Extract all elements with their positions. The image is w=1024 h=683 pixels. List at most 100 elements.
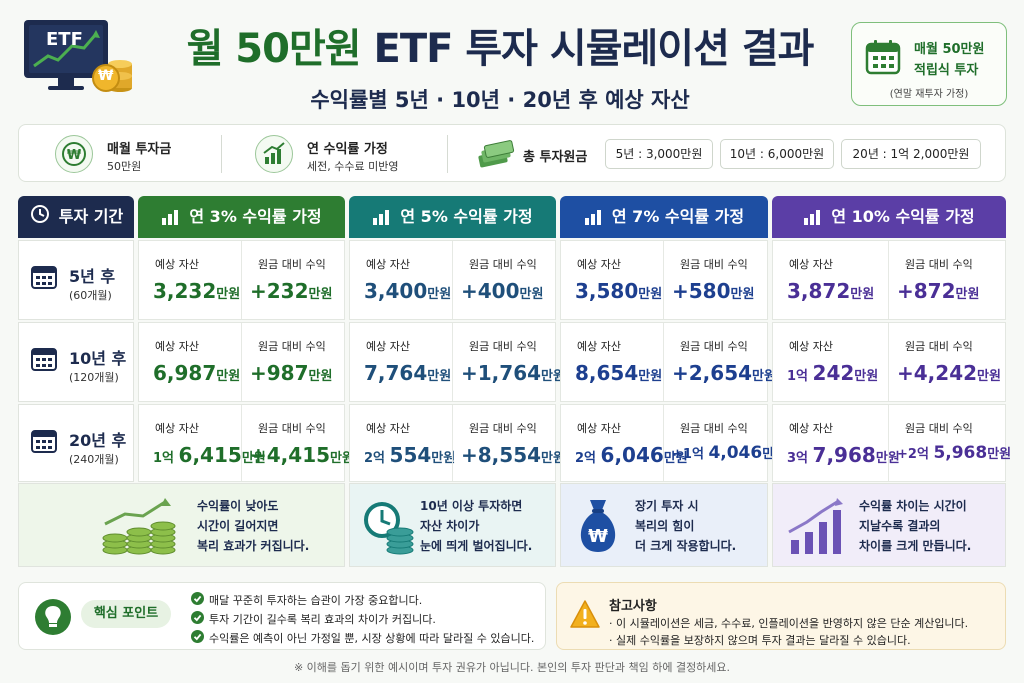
value-number: 3,872 bbox=[787, 279, 851, 303]
asset-block: 예상 자산 3억 7,968만원 bbox=[773, 405, 900, 481]
principal-10y: 10년 : 6,000만원 bbox=[720, 139, 834, 169]
clock-coins-icon bbox=[358, 496, 418, 560]
result-cell: 예상 자산 3,400만원 원금 대비 수익 +400만원 bbox=[349, 240, 556, 320]
value-number: 6,415 bbox=[178, 443, 242, 467]
disclaimer-footer: ※ 이해를 돕기 위한 예시이며 투자 권유가 아닙니다. 본인의 투자 판단과… bbox=[293, 661, 731, 674]
asset-block: 예상 자산 3,872만원 bbox=[773, 241, 888, 319]
value-prefix: +1억 bbox=[672, 447, 709, 462]
gain-block: 원금 대비 수익 +580만원 bbox=[663, 241, 767, 319]
result-cell: 예상 자산 2억 554만원 원금 대비 수익 +8,554만원 bbox=[349, 404, 565, 482]
value-number: 7,764 bbox=[364, 361, 428, 385]
insight-line: 장기 투자 시 bbox=[635, 499, 699, 513]
row-label-5y: 5년 후 (60개월) bbox=[18, 240, 134, 320]
value-prefix: 1억 bbox=[787, 369, 813, 384]
value-unit: 만원 bbox=[431, 451, 456, 466]
gain-value: +4,415만원 bbox=[250, 443, 354, 467]
gain-value: +1,764만원 bbox=[461, 361, 565, 385]
check-icon bbox=[191, 630, 204, 646]
monitor-label: ETF bbox=[46, 29, 83, 50]
insight-card-2: 10년 이상 투자하면 자산 차이가 눈에 띄게 벌어집니다. bbox=[349, 483, 556, 567]
asset-caption: 예상 자산 bbox=[155, 422, 199, 435]
gain-block: 원금 대비 수익 +2억 5,968만원 bbox=[888, 405, 1011, 481]
expected-asset-value: 3,580만원 bbox=[575, 279, 662, 303]
value-number: 3,232 bbox=[153, 279, 217, 303]
gain-caption: 원금 대비 수익 bbox=[469, 340, 537, 353]
plan-line-2: 적립식 투자 bbox=[914, 63, 979, 78]
gain-block: 원금 대비 수익 +4,415만원 bbox=[241, 405, 354, 481]
value-number: 3,400 bbox=[364, 279, 428, 303]
row-label-20y: 20년 후 (240개월) bbox=[18, 404, 134, 482]
column-header-3: 연 3% 수익률 가정 bbox=[138, 196, 345, 238]
insight-line: 복리의 힘이 bbox=[635, 519, 695, 533]
asset-block: 예상 자산 7,764만원 bbox=[350, 323, 452, 401]
monthly-label: 매월 투자금 bbox=[107, 142, 172, 157]
value-unit: 만원 bbox=[541, 369, 565, 384]
result-cell: 예상 자산 3억 7,968만원 원금 대비 수익 +2억 5,968만원 bbox=[772, 404, 1011, 482]
rate-value: 세전, 수수료 미반영 bbox=[307, 160, 399, 173]
gain-caption: 원금 대비 수익 bbox=[905, 340, 973, 353]
won-coin-symbol: ₩ bbox=[98, 68, 114, 84]
money-bag-icon: ₩ bbox=[573, 496, 623, 560]
result-cell: 예상 자산 7,764만원 원금 대비 수익 +1,764만원 bbox=[349, 322, 565, 402]
column-header-label: 연 3% 수익률 가정 bbox=[189, 207, 322, 226]
key-point-text: 투자 기간이 길수록 복리 효과의 차이가 커집니다. bbox=[209, 613, 436, 626]
value-number: 6,987 bbox=[153, 361, 217, 385]
title-rest: ETF 투자 시뮬레이션 결과 bbox=[360, 26, 815, 72]
asset-block: 예상 자산 3,580만원 bbox=[561, 241, 663, 319]
plan-summary-box: 매월 50만원 적립식 투자 (연말 재투자 가정) bbox=[851, 22, 1007, 106]
value-unit: 만원 bbox=[730, 287, 755, 302]
insight-line: 자산 차이가 bbox=[420, 519, 480, 533]
insight-line: 수익률 차이는 시간이 bbox=[859, 499, 967, 513]
page-title: 월 50만원 ETF 투자 시뮬레이션 결과 bbox=[150, 16, 850, 74]
expected-asset-value: 8,654만원 bbox=[575, 361, 662, 385]
expected-asset-value: 1억 242만원 bbox=[787, 361, 878, 385]
value-unit: 만원 bbox=[987, 447, 1012, 462]
value-number: +580 bbox=[672, 279, 731, 303]
bar-chart-icon bbox=[584, 199, 604, 241]
value-unit: 만원 bbox=[638, 287, 663, 302]
gain-caption: 원금 대비 수익 bbox=[469, 422, 537, 435]
column-header-label: 연 10% 수익률 가정 bbox=[831, 207, 975, 226]
value-number: +232 bbox=[250, 279, 309, 303]
calendar-icon bbox=[31, 263, 57, 293]
check-icon bbox=[191, 592, 204, 608]
insight-line: 눈에 띄게 벌어집니다. bbox=[420, 539, 533, 553]
growth-chart-icon bbox=[787, 498, 847, 560]
row-months: (240개월) bbox=[69, 453, 119, 466]
gain-value: +872만원 bbox=[897, 279, 979, 303]
gain-block: 원금 대비 수익+1억 4,046만원 bbox=[663, 405, 786, 481]
value-unit: 만원 bbox=[663, 451, 688, 466]
value-unit: 만원 bbox=[854, 369, 879, 384]
row-year: 20년 후 bbox=[69, 431, 127, 450]
row-months: (120개월) bbox=[69, 371, 119, 384]
insight-line: 10년 이상 투자하면 bbox=[420, 499, 523, 513]
expected-asset-value: 3,872만원 bbox=[787, 279, 874, 303]
value-prefix: +2억 bbox=[897, 447, 934, 462]
value-unit: 만원 bbox=[875, 451, 900, 466]
column-header-label: 연 7% 수익률 가정 bbox=[611, 207, 745, 226]
insight-line: 복리 효과가 커집니다. bbox=[197, 539, 310, 553]
result-cell: 예상 자산 3,872만원 원금 대비 수익 +872만원 bbox=[772, 240, 1006, 320]
value-number: +987 bbox=[250, 361, 309, 385]
plan-line-1: 매월 50만원 bbox=[914, 42, 985, 57]
result-cell: 예상 자산 1억 6,415만원 원금 대비 수익 +4,415만원 bbox=[138, 404, 354, 482]
gain-block: 원금 대비 수익 +232만원 bbox=[241, 241, 344, 319]
note-line: · 이 시뮬레이션은 세금, 수수료, 인플레이션을 반영하지 않은 단순 계산… bbox=[609, 617, 969, 630]
insight-line: 시간이 길어지면 bbox=[197, 519, 279, 533]
note-line: · 실제 수익률을 보장하지 않으며 투자 결과는 달라질 수 있습니다. bbox=[609, 634, 911, 647]
coin-stack-icon bbox=[99, 498, 179, 562]
column-header-5: 연 5% 수익률 가정 bbox=[349, 196, 556, 238]
gain-block: 원금 대비 수익 +400만원 bbox=[452, 241, 555, 319]
row-year: 5년 후 bbox=[69, 267, 116, 286]
asset-caption: 예상 자산 bbox=[366, 422, 410, 435]
gain-block: 원금 대비 수익 +8,554만원 bbox=[452, 405, 565, 481]
principal-5y: 5년 : 3,000만원 bbox=[605, 139, 713, 169]
gain-caption: 원금 대비 수익 bbox=[905, 422, 973, 435]
asset-caption: 예상 자산 bbox=[155, 258, 199, 271]
gain-caption: 원금 대비 수익 bbox=[258, 258, 326, 271]
asset-block: 예상 자산 8,654만원 bbox=[561, 323, 663, 401]
insight-line: 더 크게 작용합니다. bbox=[635, 539, 737, 553]
asset-caption: 예상 자산 bbox=[366, 258, 410, 271]
value-number: 3,580 bbox=[575, 279, 639, 303]
